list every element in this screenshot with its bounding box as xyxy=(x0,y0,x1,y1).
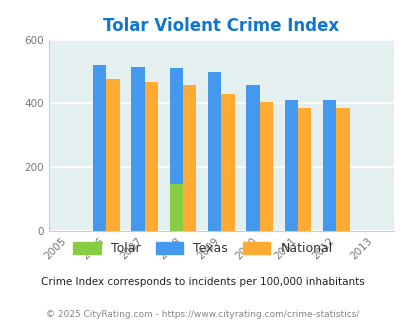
Bar xyxy=(106,79,119,231)
Bar xyxy=(259,102,273,231)
Bar xyxy=(207,73,221,231)
Bar xyxy=(221,94,234,231)
Bar xyxy=(144,82,158,231)
Bar xyxy=(335,108,349,231)
Bar xyxy=(131,67,144,231)
Bar xyxy=(245,85,259,231)
Bar xyxy=(297,108,311,231)
Bar xyxy=(284,100,297,231)
Title: Tolar Violent Crime Index: Tolar Violent Crime Index xyxy=(103,17,339,35)
Text: © 2025 CityRating.com - https://www.cityrating.com/crime-statistics/: © 2025 CityRating.com - https://www.city… xyxy=(46,310,359,319)
Bar xyxy=(93,65,106,231)
Bar xyxy=(169,68,183,231)
Bar xyxy=(322,100,335,231)
Legend: Tolar, Texas, National: Tolar, Texas, National xyxy=(73,242,332,255)
Bar xyxy=(183,85,196,231)
Text: Crime Index corresponds to incidents per 100,000 inhabitants: Crime Index corresponds to incidents per… xyxy=(41,278,364,287)
Bar xyxy=(169,184,183,231)
